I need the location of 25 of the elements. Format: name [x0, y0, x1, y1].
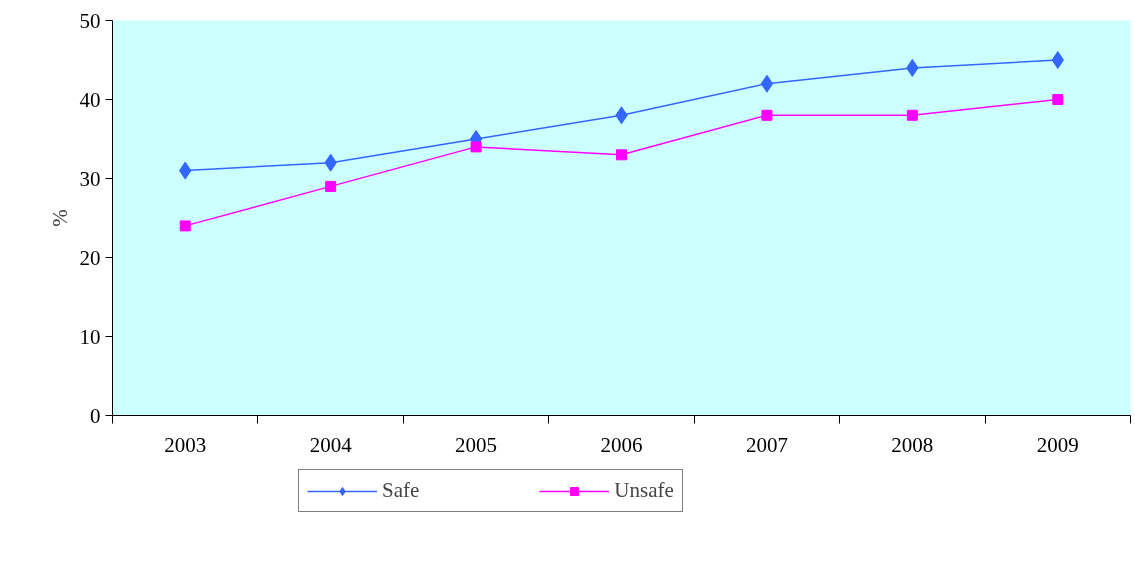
legend-label: Unsafe	[614, 478, 674, 503]
y-tick-label: 50	[79, 8, 101, 33]
point	[1051, 51, 1064, 69]
point	[325, 180, 337, 192]
y-axis-title: %	[47, 209, 72, 227]
y-tick-label: 40	[79, 87, 101, 112]
point	[470, 141, 482, 153]
legend-label: Safe	[382, 478, 420, 503]
x-tick-label: 2004	[309, 432, 353, 457]
point	[761, 109, 773, 121]
x-tick-label: 2005	[455, 432, 498, 457]
y-tick-label: 20	[79, 245, 101, 270]
point	[616, 149, 627, 161]
point	[179, 220, 191, 232]
x-tick-label: 2003	[164, 432, 207, 457]
y-tick-label: 30	[79, 166, 101, 191]
y-tick-label: 10	[79, 324, 101, 349]
x-tick-label: 2009	[1036, 432, 1079, 457]
point	[906, 109, 918, 121]
x-tick-label: 2006	[600, 432, 643, 457]
x-tick-label: 2008	[891, 432, 934, 457]
x-tick-label: 2007	[745, 432, 788, 457]
point	[1052, 94, 1064, 105]
y-tick-label: 0	[90, 403, 101, 428]
point	[760, 74, 774, 93]
